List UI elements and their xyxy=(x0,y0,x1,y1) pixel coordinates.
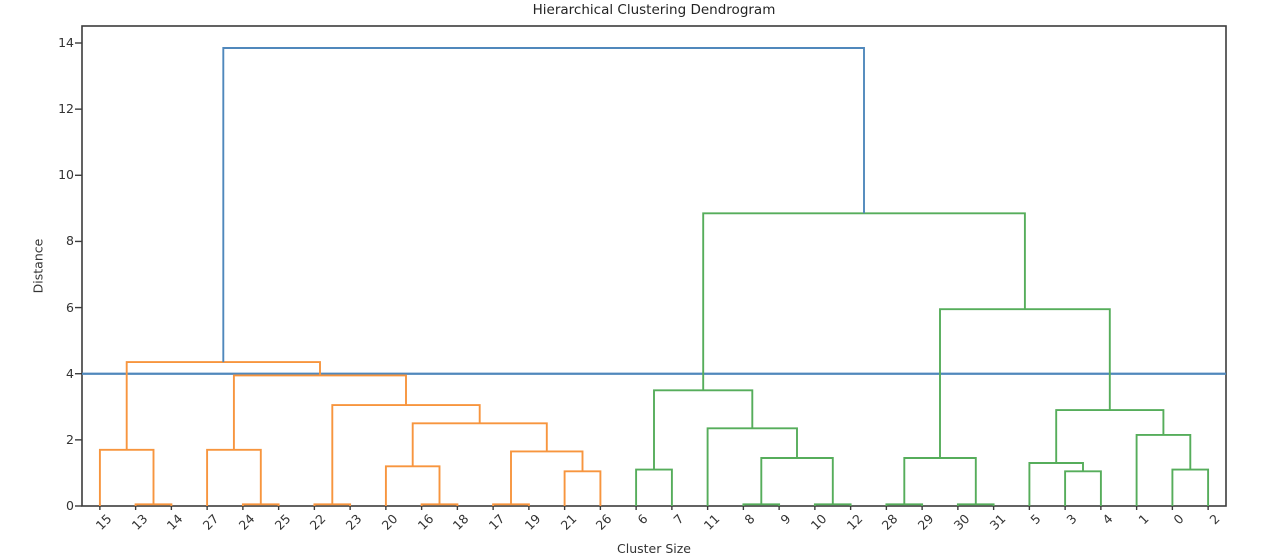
dendrogram-link-m9 xyxy=(563,470,602,506)
dendrogram-link-m25 xyxy=(1028,462,1084,506)
dendrogram-link-m28 xyxy=(1055,409,1165,463)
dendrogram-link-m24 xyxy=(1064,470,1102,506)
dendrogram-link-m20 xyxy=(653,389,754,470)
plot-border xyxy=(81,25,1227,507)
dendrogram-link-m7 xyxy=(384,465,441,506)
dendrogram-link-m11 xyxy=(411,422,548,467)
x-axis-label: Cluster Size xyxy=(617,541,691,556)
chart-title: Hierarchical Clustering Dendrogram xyxy=(532,2,776,18)
dendrogram-link-m10 xyxy=(510,450,584,505)
dendrogram-link-m15 xyxy=(635,468,673,506)
dendrogram-link-m29 xyxy=(939,308,1111,458)
dendrogram-link-m12 xyxy=(331,404,481,505)
dendrogram-link-m18 xyxy=(760,457,834,505)
dendrogram-link-m2 xyxy=(98,448,155,506)
dendrogram-link-m13 xyxy=(232,374,407,450)
dendrogram-link-m23 xyxy=(903,457,977,505)
dendrogram-link-m19 xyxy=(706,427,798,506)
dendrogram-link-m31 xyxy=(222,47,865,363)
dendrogram-link-m30 xyxy=(702,212,1026,391)
dendrogram-link-m26 xyxy=(1171,468,1210,506)
y-axis-label: Distance xyxy=(30,238,46,294)
dendrogram-link-m4 xyxy=(206,448,262,506)
